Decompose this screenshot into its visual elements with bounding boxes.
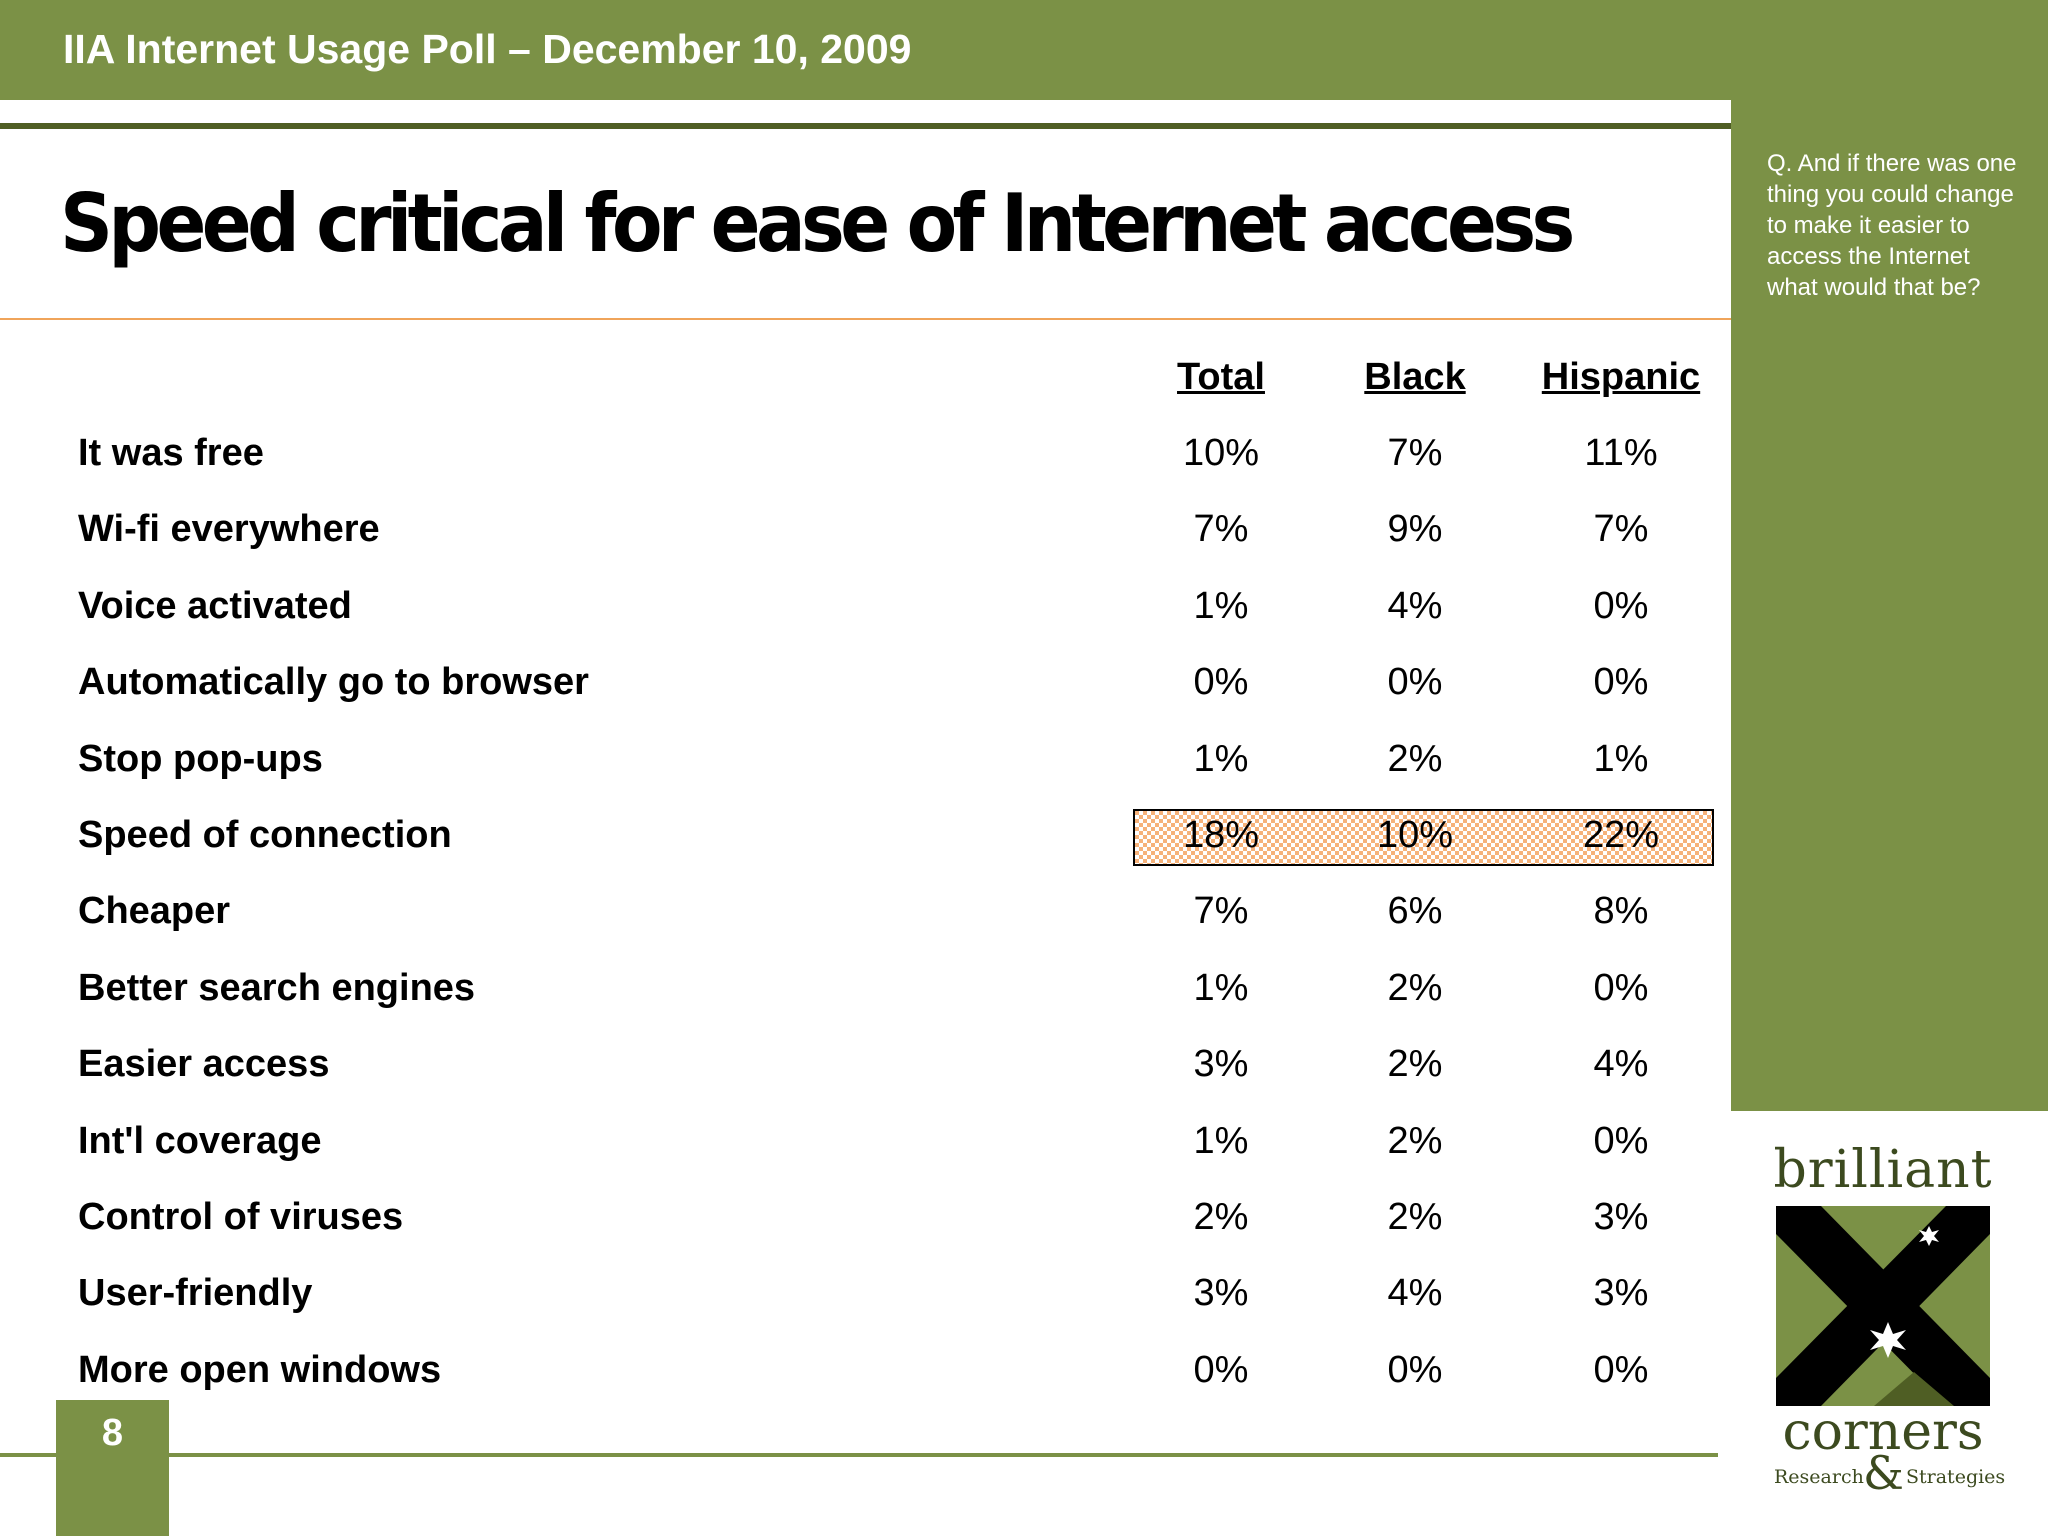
column-header-hispanic: Hispanic — [1541, 356, 1701, 398]
table-row: Better search engines 1% 2% 0% — [0, 953, 1731, 1029]
row-label: Speed of connection — [78, 814, 452, 856]
page-number-box: 8 — [56, 1400, 169, 1536]
table-cell: 2% — [1387, 737, 1443, 780]
row-label: Int'l coverage — [78, 1119, 322, 1162]
table-cell: 1% — [1193, 584, 1249, 627]
row-label: Better search engines — [78, 966, 476, 1009]
table-row: Automatically go to browser 0% 0% 0% — [0, 647, 1731, 723]
column-header-black: Black — [1364, 356, 1466, 398]
table-cell: 0% — [1593, 584, 1649, 627]
table-cell: 0% — [1593, 966, 1649, 1009]
table-row: Stop pop-ups 1% 2% 1% — [0, 724, 1731, 800]
row-label: Control of viruses — [78, 1196, 404, 1238]
row-label: Easier access — [78, 1043, 330, 1086]
table-cell: 22% — [1582, 814, 1660, 856]
logo-text-corners: corners — [1782, 1402, 1984, 1462]
table-cell: 3% — [1193, 1043, 1249, 1086]
row-label: User-friendly — [78, 1272, 313, 1315]
table-cell: 4% — [1593, 1043, 1649, 1086]
table-cell: 0% — [1593, 1348, 1649, 1391]
logo-text-strategies: Strategies — [1906, 1466, 2006, 1488]
table-cell: 0% — [1593, 1119, 1649, 1162]
table-cell: 3% — [1193, 1272, 1249, 1315]
title-divider — [0, 318, 1731, 320]
header-divider — [0, 123, 1731, 129]
row-label: Automatically go to browser — [78, 661, 589, 704]
slide-title: Speed critical for ease of Internet acce… — [60, 177, 1575, 270]
column-header-total: Total — [1177, 356, 1265, 398]
table-cell: 1% — [1193, 1119, 1249, 1162]
row-label: Cheaper — [78, 890, 231, 933]
table-cell: 2% — [1387, 1043, 1443, 1086]
table-cell: 8% — [1593, 890, 1649, 933]
table-cell: 11% — [1584, 432, 1658, 474]
highlight-box — [1133, 809, 1714, 866]
table-cell: 3% — [1593, 1272, 1649, 1315]
table-cell: 0% — [1593, 661, 1649, 704]
row-label: Stop pop-ups — [78, 737, 323, 780]
logo-x-icon — [1776, 1206, 1990, 1406]
table-cell: 0% — [1193, 661, 1249, 704]
table-cell: 0% — [1193, 1348, 1249, 1391]
table-cell: 10% — [1182, 432, 1260, 474]
table-row: It was free 10% 7% 11% — [0, 418, 1731, 494]
table-cell: 9% — [1387, 508, 1443, 551]
logo-text-brilliant: brilliant — [1773, 1140, 1993, 1200]
table-cell: 4% — [1387, 584, 1443, 627]
table-cell: 2% — [1193, 1196, 1249, 1238]
row-label: Wi-fi everywhere — [78, 508, 380, 551]
table-cell: 7% — [1193, 890, 1249, 933]
table-row: Easier access 3% 2% 4% — [0, 1029, 1731, 1105]
table-row: Int'l coverage 1% 2% 0% — [0, 1106, 1731, 1182]
survey-question: Q. And if there was one thing you could … — [1767, 150, 2017, 301]
table-cell: 0% — [1387, 1348, 1443, 1391]
row-label: Voice activated — [78, 584, 352, 627]
logo-text-research: Research — [1774, 1466, 1864, 1488]
table-row: Voice activated 1% 4% 0% — [0, 571, 1731, 647]
table-cell: 1% — [1193, 966, 1249, 1009]
footer-divider — [0, 1453, 1718, 1457]
table-cell: 7% — [1593, 508, 1649, 551]
table-cell: 2% — [1387, 1119, 1443, 1162]
table-cell: 2% — [1387, 1196, 1443, 1238]
table-cell: 1% — [1193, 737, 1249, 780]
table-cell: 7% — [1387, 432, 1443, 474]
header-title: IIA Internet Usage Poll – December 10, 2… — [63, 26, 912, 72]
page-number: 8 — [101, 1412, 124, 1454]
table-row: Control of viruses 2% 2% 3% — [0, 1182, 1731, 1258]
table-cell: 7% — [1193, 508, 1249, 551]
table-row: Cheaper 7% 6% 8% — [0, 876, 1731, 952]
brilliant-corners-logo: brilliant corners Research & Strategies — [1768, 1140, 2005, 1500]
table-row: Wi-fi everywhere 7% 9% 7% — [0, 494, 1731, 570]
table-cell: 18% — [1182, 814, 1260, 856]
table-row: User-friendly 3% 4% 3% — [0, 1258, 1731, 1334]
table-cell: 3% — [1593, 1196, 1649, 1238]
table-cell: 1% — [1593, 737, 1649, 780]
row-label: More open windows — [78, 1348, 442, 1391]
table-cell: 10% — [1376, 814, 1454, 856]
header-bar: IIA Internet Usage Poll – December 10, 2… — [0, 0, 2048, 100]
question-sidebar — [1731, 100, 2048, 1111]
row-label: It was free — [78, 432, 264, 474]
table-cell: 2% — [1387, 966, 1443, 1009]
table-cell: 6% — [1387, 890, 1443, 933]
table-cell: 0% — [1387, 661, 1443, 704]
table-row: More open windows 0% 0% 0% — [0, 1335, 1731, 1411]
table-cell: 4% — [1387, 1272, 1443, 1315]
logo-ampersand: & — [1863, 1446, 1904, 1500]
table-row: Speed of connection 18% 10% 22% — [0, 800, 1731, 876]
